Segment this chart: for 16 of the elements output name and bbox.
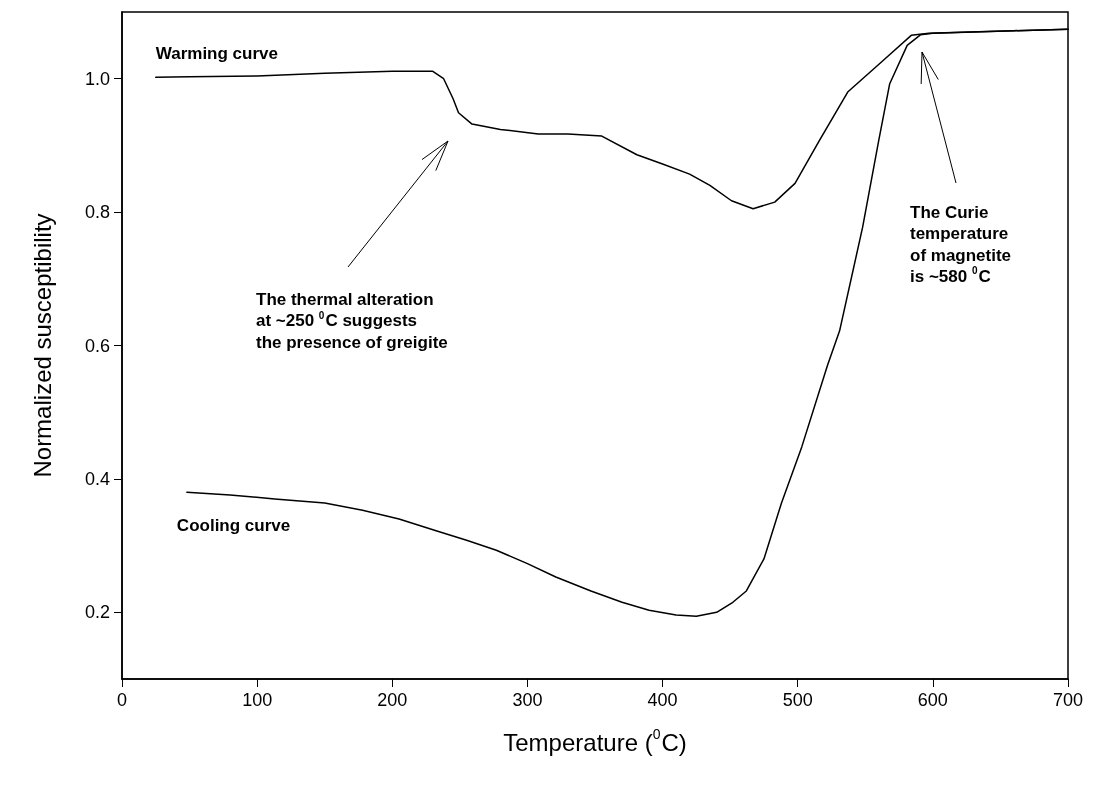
- y-tick-label: 0.8: [84, 202, 110, 223]
- series-label: Cooling curve: [176, 516, 291, 536]
- x-tick-label: 700: [1052, 690, 1084, 710]
- x-tick-label: 600: [917, 690, 948, 710]
- x-tick-label: 500: [782, 690, 813, 710]
- x-tick-label: 200: [377, 690, 408, 710]
- y-tick-label: 0.2: [84, 602, 110, 623]
- y-tick-label: 0.4: [84, 468, 110, 489]
- y-tick-label: 1.0: [84, 68, 110, 89]
- x-tick-label: 100: [242, 690, 273, 710]
- x-tick-label: 0: [116, 690, 128, 710]
- series-label: Warming curve: [155, 44, 278, 64]
- y-axis-title: Normalized susceptibility: [28, 213, 56, 478]
- x-tick-label: 400: [647, 690, 678, 710]
- x-tick-label: 300: [512, 690, 543, 710]
- y-tick-label: 0.6: [84, 335, 110, 356]
